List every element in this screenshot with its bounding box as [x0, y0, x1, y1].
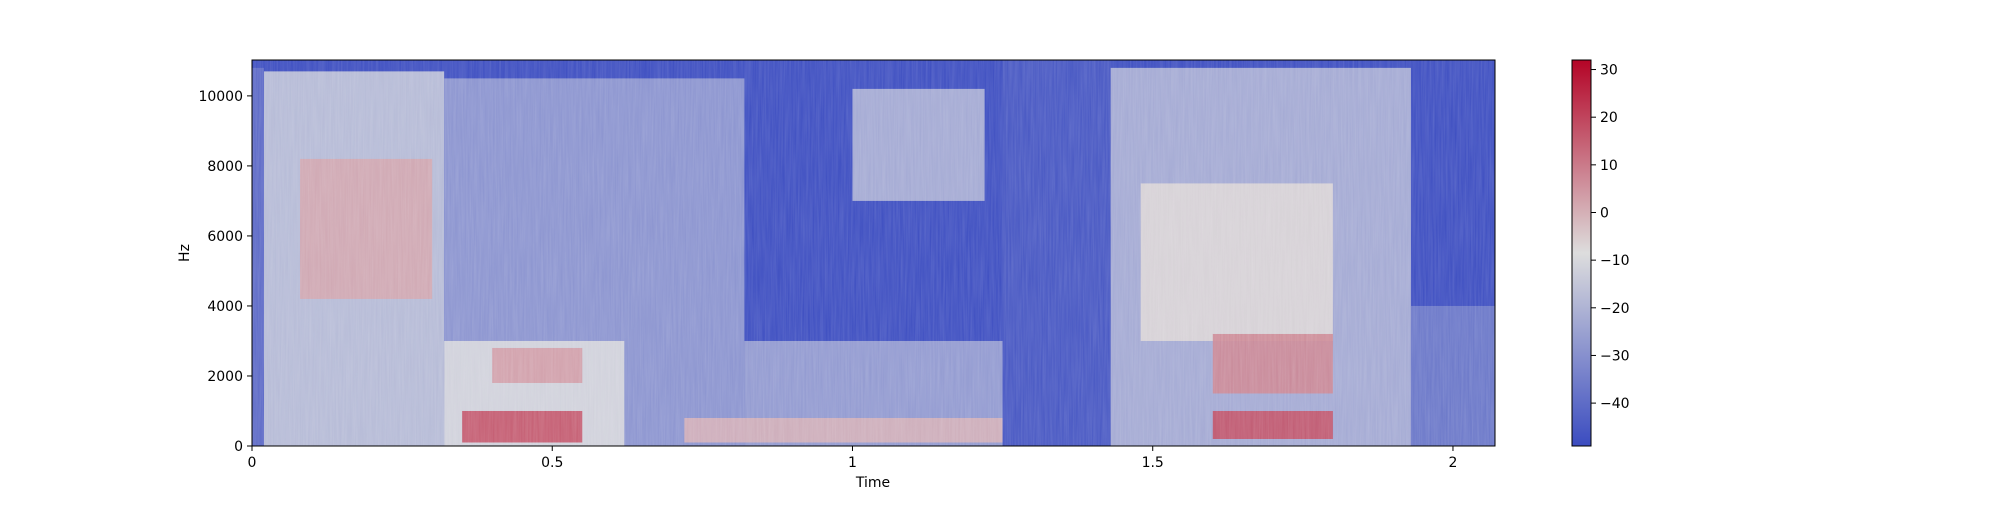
x-tick-label: 1.5: [1142, 455, 1164, 471]
y-tick-label: 8000: [207, 159, 243, 175]
y-tick-label: 2000: [207, 369, 243, 385]
y-tick-label: 6000: [207, 229, 243, 245]
colorbar-tick-label: 30: [1600, 63, 1618, 79]
colorbar-tick-label: −10: [1600, 253, 1630, 269]
x-tick-label: 2: [1449, 455, 1458, 471]
colorbar-tick-label: −20: [1600, 301, 1630, 317]
y-tick-label: 10000: [198, 89, 243, 105]
texture-overlay: [252, 60, 1495, 446]
y-axis: 0 2000 4000 6000 8000 10000: [198, 89, 252, 455]
x-tick-label: 0: [248, 455, 257, 471]
colorbar-tick-label: −40: [1600, 396, 1630, 412]
y-tick-label: 0: [234, 439, 243, 455]
x-axis: 0 0.5 1 1.5 2: [248, 446, 1458, 471]
x-axis-label: Time: [855, 475, 890, 491]
y-tick-label: 4000: [207, 299, 243, 315]
colorbar-tick-label: 20: [1600, 110, 1618, 126]
colorbar-tick-label: −30: [1600, 348, 1630, 364]
x-tick-label: 0.5: [541, 455, 563, 471]
colorbar-tick-label: 0: [1600, 205, 1609, 221]
colorbar-ticks: 30 20 10 0 −10 −20 −30 −40: [1591, 63, 1630, 412]
colorbar-tick-label: 10: [1600, 158, 1618, 174]
plot-frame: [251, 59, 1496, 447]
y-axis-label: Hz: [177, 244, 193, 262]
plot-area: [252, 60, 1495, 446]
colorbar: [1571, 59, 1592, 447]
x-tick-label: 1: [848, 455, 857, 471]
